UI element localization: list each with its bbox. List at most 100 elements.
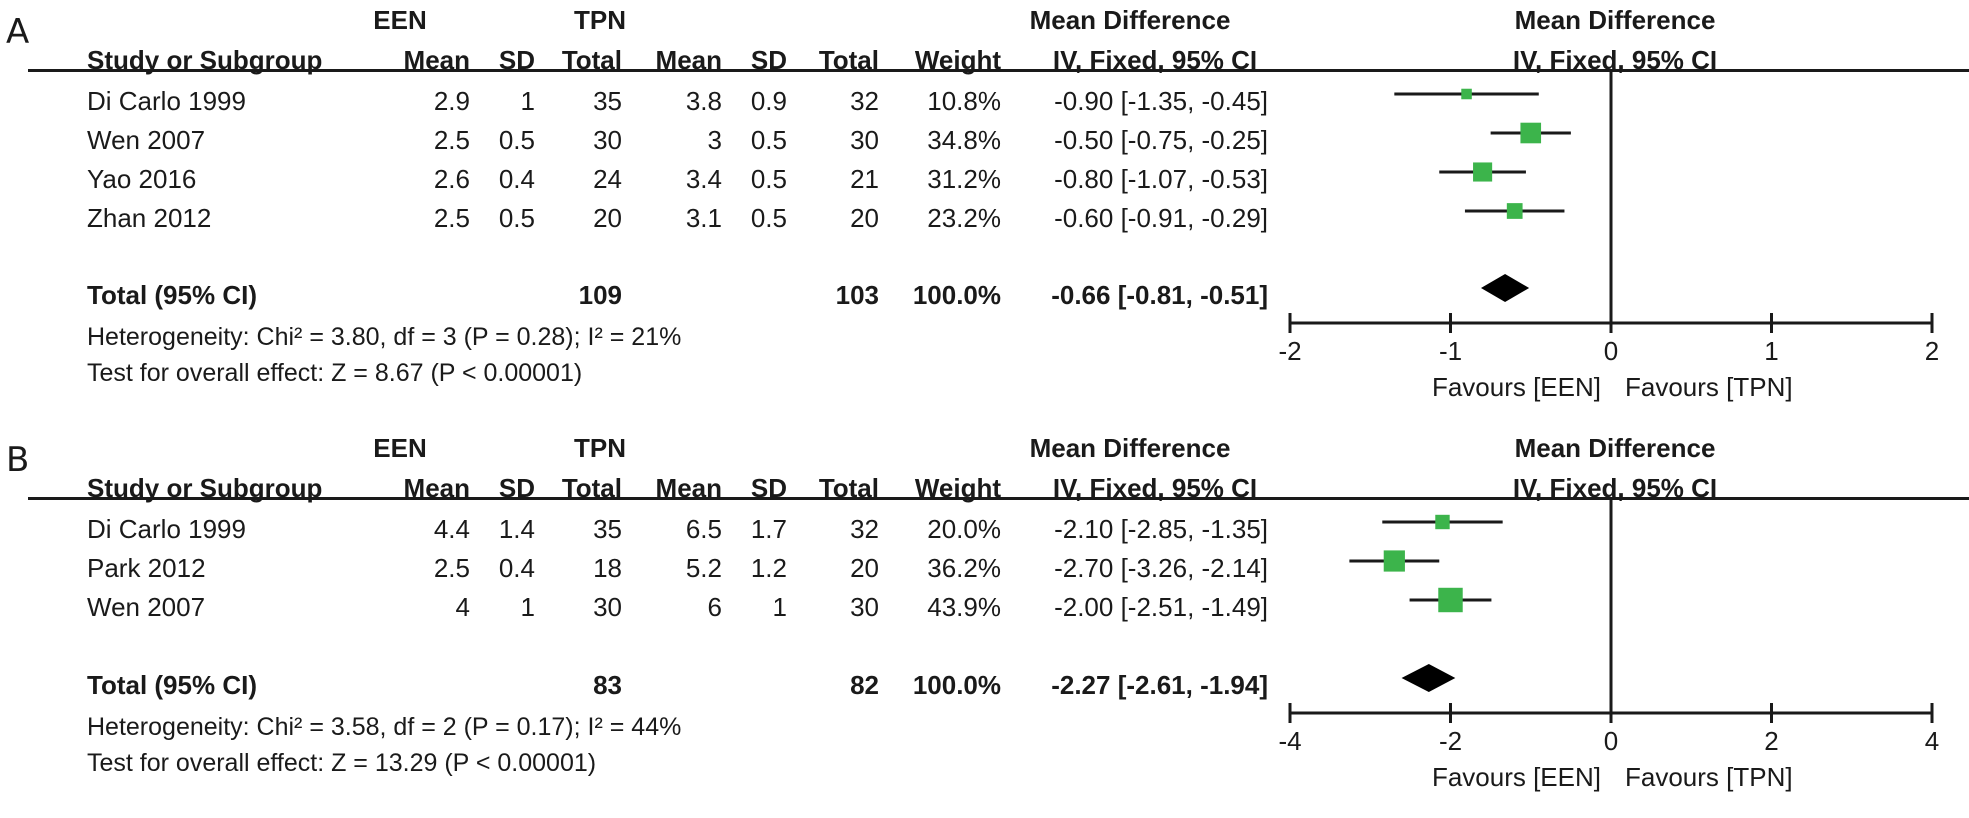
favours-left-label: Favours [EEN]: [1432, 372, 1601, 402]
study-name: Di Carlo 1999: [87, 86, 246, 116]
ci-value: -0.80 [-1.07, -0.53]: [1054, 164, 1268, 194]
total-label: Total (95% CI): [87, 280, 257, 310]
study-estimate-square: [1506, 203, 1523, 219]
sd2-value: 0.5: [750, 164, 787, 194]
x-tick-label: 0: [1604, 336, 1618, 366]
x-tick-label: 4: [1925, 726, 1939, 756]
weight-value: 20.0%: [927, 514, 1001, 544]
overall-effect-text: Test for overall effect: Z = 13.29 (P < …: [87, 749, 597, 777]
study-name: Park 2012: [87, 553, 206, 583]
mean1-value: 2.6: [433, 164, 470, 194]
sd1-value: 1.4: [498, 514, 535, 544]
total1-value: 20: [593, 203, 622, 233]
ci-value: -2.00 [-2.51, -1.49]: [1054, 592, 1268, 622]
plot-effect-header: Mean Difference: [1514, 5, 1716, 35]
sd2-value: 0.9: [750, 86, 787, 116]
total2-value: 103: [835, 280, 879, 310]
total2-value: 82: [850, 670, 879, 700]
total1-value: 30: [593, 592, 622, 622]
sd2-value: 0.5: [750, 125, 787, 155]
total1-value: 18: [593, 553, 622, 583]
x-tick-label: 2: [1764, 726, 1778, 756]
ci-value: -2.70 [-3.26, -2.14]: [1054, 553, 1268, 583]
weight-value: 10.8%: [927, 86, 1001, 116]
total1-value: 83: [593, 670, 622, 700]
mean1-value: 2.9: [433, 86, 470, 116]
total1-value: 30: [593, 125, 622, 155]
total-weight: 100.0%: [912, 280, 1001, 310]
x-tick-label: -2: [1439, 726, 1462, 756]
total-label: Total (95% CI): [87, 670, 257, 700]
group2-header: TPN: [574, 433, 626, 463]
mean1-value: 2.5: [433, 125, 470, 155]
header-rule: [28, 69, 1969, 72]
total2-value: 32: [850, 514, 879, 544]
group2-header: TPN: [574, 5, 626, 35]
sd2-value: 1.7: [750, 514, 787, 544]
total2-value: 30: [850, 592, 879, 622]
weight-value: 23.2%: [927, 203, 1001, 233]
study-name: Zhan 2012: [87, 203, 212, 233]
study-name: Wen 2007: [87, 592, 206, 622]
ci-value: -0.90 [-1.35, -0.45]: [1054, 86, 1268, 116]
weight-value: 31.2%: [927, 164, 1001, 194]
mean2-value: 3.8: [685, 86, 722, 116]
sd1-value: 0.5: [498, 203, 535, 233]
group1-header: EEN: [373, 5, 427, 35]
favours-right-label: Favours [TPN]: [1625, 372, 1793, 402]
plot-effect-header: Mean Difference: [1514, 433, 1716, 463]
total2-value: 32: [850, 86, 879, 116]
mean2-value: 6: [707, 592, 722, 622]
header-rule: [28, 497, 1969, 500]
study-name: Di Carlo 1999: [87, 514, 246, 544]
sd1-value: 1: [520, 86, 535, 116]
sd2-value: 0.5: [750, 203, 787, 233]
pooled-diamond: [1401, 664, 1456, 692]
total2-value: 20: [850, 203, 879, 233]
ci-value: -0.50 [-0.75, -0.25]: [1054, 125, 1268, 155]
ci-value: -2.10 [-2.85, -1.35]: [1054, 514, 1268, 544]
sd1-value: 1: [520, 592, 535, 622]
x-tick-label: -4: [1278, 726, 1301, 756]
pooled-ci: -0.66 [-0.81, -0.51]: [1051, 280, 1268, 310]
mean2-value: 3.4: [685, 164, 722, 194]
mean1-value: 2.5: [433, 553, 470, 583]
sd2-value: 1.2: [750, 553, 787, 583]
group1-header: EEN: [373, 433, 427, 463]
x-tick-label: 0: [1604, 726, 1618, 756]
study-estimate-square: [1473, 162, 1493, 182]
mean2-value: 3.1: [685, 203, 722, 233]
ci-value: -0.60 [-0.91, -0.29]: [1054, 203, 1268, 233]
favours-left-label: Favours [EEN]: [1432, 762, 1601, 792]
forest-panel-a: A EEN TPN Mean Difference Mean Differenc…: [0, 0, 1969, 402]
favours-right-label: Favours [TPN]: [1625, 762, 1793, 792]
overall-effect-text: Test for overall effect: Z = 8.67 (P < 0…: [87, 359, 583, 387]
weight-value: 34.8%: [927, 125, 1001, 155]
study-estimate-square: [1435, 514, 1450, 530]
study-estimate-square: [1383, 550, 1405, 572]
weight-value: 43.9%: [927, 592, 1001, 622]
sd2-value: 1: [772, 592, 787, 622]
pooled-diamond: [1480, 274, 1530, 302]
effect-header: Mean Difference: [1029, 5, 1231, 35]
effect-header: Mean Difference: [1029, 433, 1231, 463]
total1-value: 35: [593, 86, 622, 116]
x-tick-label: 2: [1925, 336, 1939, 366]
study-estimate-square: [1438, 587, 1463, 613]
x-tick-label: -2: [1278, 336, 1301, 366]
total2-value: 20: [850, 553, 879, 583]
heterogeneity-text: Heterogeneity: Chi² = 3.80, df = 3 (P = …: [87, 323, 682, 351]
study-estimate-square: [1461, 88, 1472, 100]
sd1-value: 0.4: [498, 164, 535, 194]
study-name: Yao 2016: [87, 164, 197, 194]
sd1-value: 0.5: [498, 125, 535, 155]
panel-label: B: [6, 440, 30, 480]
sd1-value: 0.4: [498, 553, 535, 583]
mean2-value: 3: [707, 125, 722, 155]
forest-plot-b: -4 -2 0 2 4 Favours [EEN] Favours [TPN]: [1278, 497, 1939, 792]
total1-value: 35: [593, 514, 622, 544]
mean2-value: 6.5: [685, 514, 722, 544]
mean1-value: 4.4: [433, 514, 470, 544]
study-name: Wen 2007: [87, 125, 206, 155]
x-tick-label: 1: [1764, 336, 1778, 366]
